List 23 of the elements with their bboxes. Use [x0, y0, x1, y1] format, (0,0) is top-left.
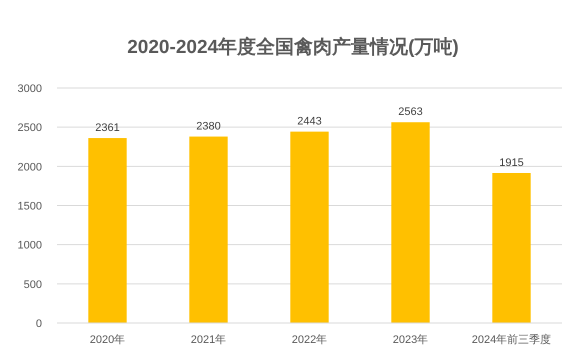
data-label: 2361 — [95, 122, 120, 134]
bar — [290, 132, 329, 323]
y-tick-label: 0 — [36, 318, 42, 330]
data-label: 1915 — [499, 156, 524, 169]
y-tick-label: 500 — [24, 278, 42, 291]
chart-title: 2020-2024年度全国禽肉产量情况(万吨) — [127, 36, 459, 58]
data-label: 2443 — [297, 116, 322, 128]
y-tick-label: 1000 — [18, 240, 42, 252]
bar — [391, 122, 430, 323]
bar — [492, 172, 531, 323]
x-tick-label: 2022年 — [292, 334, 328, 346]
bar — [88, 138, 127, 323]
x-tick-label: 2021年 — [190, 334, 226, 346]
data-label: 2380 — [196, 120, 221, 133]
x-tick-label: 2024年前三季度 — [472, 333, 552, 346]
y-tick-label: 2500 — [18, 122, 42, 134]
y-tick-label: 1500 — [18, 200, 42, 212]
data-label: 2563 — [398, 106, 423, 118]
x-tick-label: 2023年 — [392, 334, 428, 346]
x-tick-label: 2020年 — [90, 334, 126, 346]
y-tick-label: 3000 — [18, 83, 42, 95]
bar — [189, 136, 228, 323]
y-tick-label: 2000 — [18, 161, 42, 174]
